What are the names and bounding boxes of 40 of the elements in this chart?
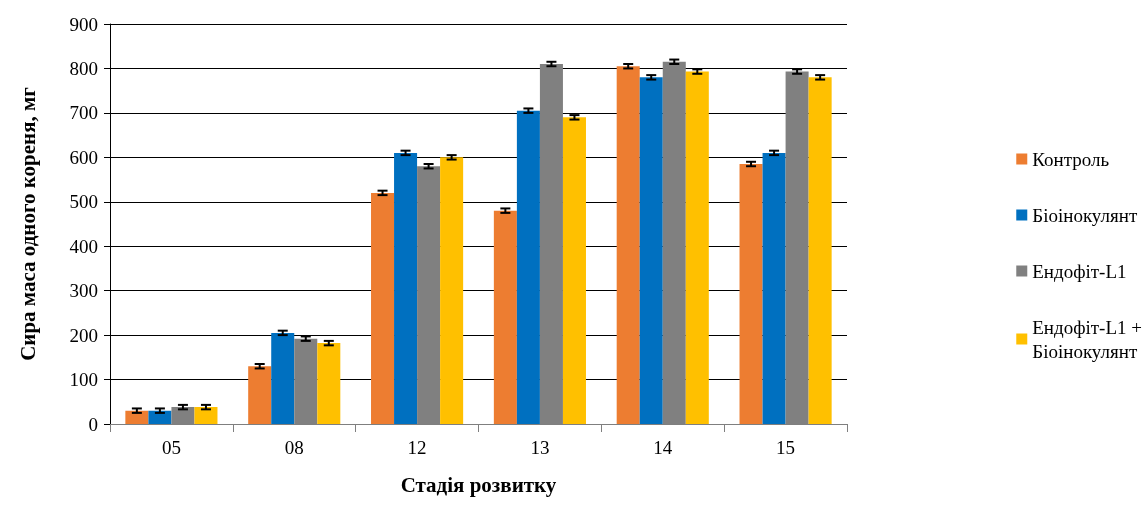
legend-label: Ендофіт-L1 + Біоінокулянт xyxy=(1032,316,1142,362)
bar xyxy=(125,410,149,424)
bar xyxy=(271,332,295,424)
y-tick-label: 400 xyxy=(69,235,98,257)
y-tick-label: 100 xyxy=(69,369,98,391)
legend-label: Біоінокулянт xyxy=(1032,204,1138,226)
bar xyxy=(762,152,786,424)
x-tick-label: 12 xyxy=(407,437,427,458)
bar xyxy=(516,110,540,424)
y-axis-title: Сира маса одного кореня, мг xyxy=(15,87,40,361)
y-tick-label: 200 xyxy=(69,324,98,346)
bar xyxy=(394,152,418,424)
y-tick-label: 500 xyxy=(69,191,98,213)
y-tick-label: 900 xyxy=(69,13,98,35)
bar xyxy=(440,157,464,424)
legend-label: Контроль xyxy=(1032,148,1110,170)
bar xyxy=(148,410,172,424)
x-tick-label: 13 xyxy=(530,437,550,458)
bar xyxy=(194,407,218,424)
bar xyxy=(493,210,517,424)
y-tick-label: 800 xyxy=(69,57,98,79)
x-tick-label: 14 xyxy=(653,437,673,458)
bar xyxy=(685,71,709,424)
bar xyxy=(808,77,832,424)
x-axis-title: Стадія розвитку xyxy=(400,472,557,497)
x-tick-label: 08 xyxy=(284,437,304,458)
bar xyxy=(616,66,640,424)
bar xyxy=(739,164,763,424)
y-tick-label: 0 xyxy=(88,413,98,435)
x-tick-label: 05 xyxy=(161,437,181,458)
bar xyxy=(317,343,341,424)
bar xyxy=(248,366,272,424)
bar xyxy=(639,77,663,424)
y-tick-label: 700 xyxy=(69,102,98,124)
legend-label: Ендофіт-L1 xyxy=(1032,260,1127,282)
x-tick-label: 15 xyxy=(776,437,796,458)
y-tick-label: 300 xyxy=(69,280,98,302)
bar xyxy=(371,192,395,424)
bar xyxy=(562,117,586,424)
y-tick-label: 600 xyxy=(69,146,98,168)
